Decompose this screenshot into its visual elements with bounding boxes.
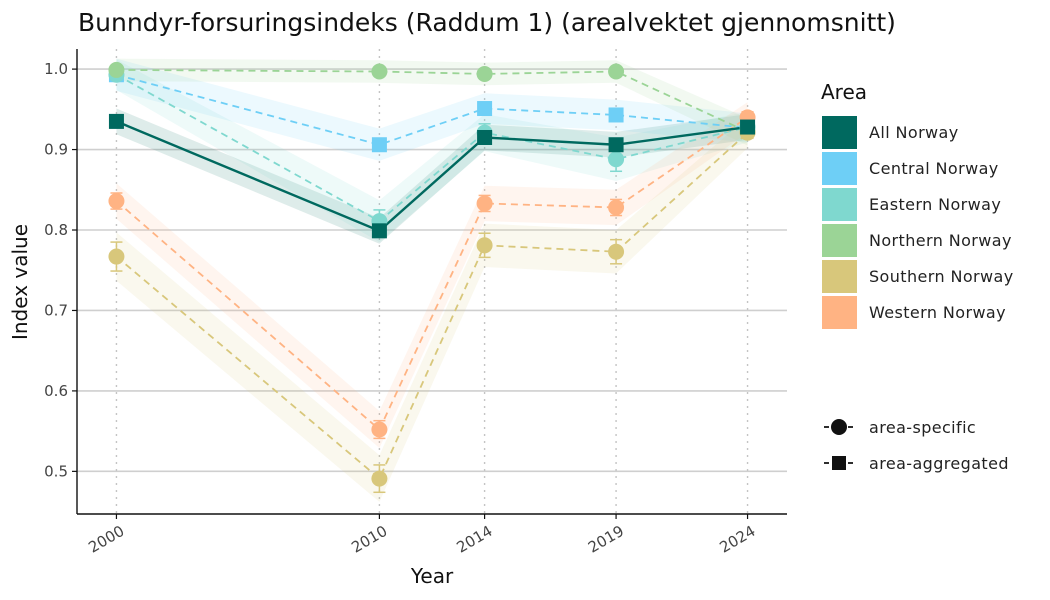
point-western-norway [108, 193, 125, 210]
point-all-norway [740, 119, 756, 135]
point-all-norway [477, 129, 493, 145]
point-eastern-norway [608, 151, 625, 168]
point-northern-norway [476, 65, 493, 82]
series-line-western-norway [115, 116, 749, 431]
point-northern-norway [371, 63, 388, 80]
point-western-norway [476, 195, 493, 212]
y-tick-label: 0.7 [44, 301, 68, 319]
legend-shape-label: area-specific [869, 418, 976, 437]
point-western-norway [608, 199, 625, 216]
ribbon-southern-norway [116, 117, 748, 502]
x-tick-label: 2000 [85, 522, 127, 557]
point-southern-norway [371, 470, 388, 487]
point-southern-norway [476, 237, 493, 254]
ribbon-northern-norway [116, 58, 748, 146]
point-northern-norway [108, 61, 125, 78]
point-central-norway [608, 107, 624, 123]
legend: Area All Norway Central Norway Eastern Nor… [821, 80, 1014, 473]
x-tick-label: 2010 [348, 522, 390, 557]
legend-swatch-southern-norway [822, 260, 857, 293]
y-tick-label: 1.0 [44, 60, 68, 78]
confidence-ribbons [116, 58, 748, 502]
point-southern-norway [608, 243, 625, 260]
x-axis-title: Year [410, 564, 454, 588]
x-tick-label: 2024 [716, 522, 758, 557]
data-points [108, 61, 756, 487]
point-northern-norway [608, 63, 625, 80]
legend-swatch-western-norway [822, 296, 857, 329]
point-central-norway [371, 137, 387, 153]
axes [76, 49, 787, 515]
legend-swatch-eastern-norway [822, 188, 857, 221]
x-tick-label: 2014 [454, 522, 496, 557]
point-southern-norway [108, 248, 125, 265]
point-all-norway [108, 113, 124, 129]
point-western-norway [371, 421, 388, 438]
legend-label: Western Norway [869, 303, 1006, 322]
x-tick-label: 2019 [585, 522, 627, 557]
y-tick-label: 0.6 [44, 382, 68, 400]
series-line-central-norway [116, 73, 748, 146]
y-axis-title: Index value [8, 224, 32, 340]
legend-swatch-northern-norway [822, 224, 857, 257]
y-tick-label: 0.9 [44, 141, 68, 159]
legend-shape-square [824, 456, 854, 470]
legend-label: Northern Norway [869, 231, 1012, 250]
legend-label: All Norway [869, 123, 959, 142]
legend-label: Southern Norway [869, 267, 1014, 286]
legend-swatch-all-norway [822, 116, 857, 149]
legend-label: Eastern Norway [869, 195, 1001, 214]
legend-title: Area [821, 80, 867, 104]
legend-swatch-central-norway [822, 152, 857, 185]
y-tick-label: 0.8 [44, 221, 68, 239]
legend-shape-label: area-aggregated [869, 454, 1009, 473]
y-tick-label: 0.5 [44, 462, 68, 480]
point-all-norway [608, 137, 624, 153]
point-central-norway [477, 101, 493, 117]
legend-label: Central Norway [869, 159, 999, 178]
chart-title: Bunndyr-forsuringsindeks (Raddum 1) (are… [78, 8, 896, 37]
legend-shape-circle [824, 419, 854, 435]
point-all-norway [371, 223, 387, 239]
